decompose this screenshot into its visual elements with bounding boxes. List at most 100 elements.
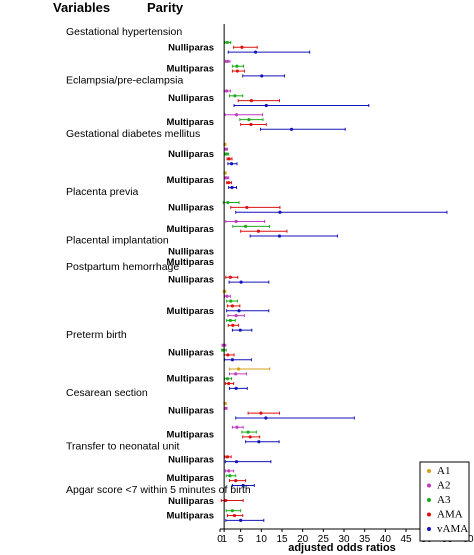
legend-marker xyxy=(427,483,431,488)
estimate-point xyxy=(225,89,229,93)
estimate-point xyxy=(235,69,239,73)
parity-label: Multiparas xyxy=(166,257,214,268)
estimate-point xyxy=(227,157,231,161)
parity-label: Multiparas xyxy=(166,175,214,186)
estimate-point xyxy=(234,460,239,464)
legend-label: vAMA xyxy=(437,523,468,535)
parity-label: Nulliparas xyxy=(168,202,214,213)
parity-label: Nulliparas xyxy=(168,42,214,53)
estimate-point xyxy=(227,469,231,473)
estimate-point xyxy=(226,353,230,357)
estimate-point xyxy=(226,200,230,205)
parity-label: Multiparas xyxy=(166,306,214,317)
parity-label: Multiparas xyxy=(166,64,214,75)
estimate-point xyxy=(244,224,248,228)
x-tick-label: 20 xyxy=(297,534,309,545)
estimate-point xyxy=(224,498,228,503)
parity-label: Nulliparas xyxy=(168,496,214,507)
outcome-label: Eclampsia/pre-eclampsia xyxy=(66,75,183,87)
estimate-point xyxy=(228,318,232,323)
parity-label: Nulliparas xyxy=(168,406,214,417)
outcome-label: Gestational diabetes mellitus xyxy=(66,128,200,140)
outcome-label: Apgar score <7 within 5 minutes of birth xyxy=(66,484,251,496)
outcome-label: Preterm birth xyxy=(66,329,127,341)
parity-label: Multiparas xyxy=(166,473,214,484)
parity-label: Multiparas xyxy=(166,117,214,128)
estimate-point xyxy=(235,64,239,68)
estimate-point xyxy=(230,358,234,362)
plot-rows: Gestational hypertension Nulliparas Multip… xyxy=(66,26,448,522)
x-tick-label: 15 xyxy=(276,534,288,545)
x-tick-label: 30 xyxy=(338,534,350,545)
legend-marker xyxy=(427,498,431,502)
estimate-point xyxy=(228,474,232,478)
variables-header: Variables xyxy=(53,0,110,15)
estimate-point xyxy=(225,377,230,381)
estimate-point xyxy=(278,210,282,214)
outcome-label: Gestational hypertension xyxy=(66,26,182,38)
legend-marker xyxy=(427,512,431,517)
outcome-label: Postpartum hemorrhage xyxy=(66,261,179,273)
estimate-point xyxy=(264,103,268,108)
parity-label: Nulliparas xyxy=(168,275,214,286)
estimate-point xyxy=(232,513,237,518)
x-tick-label: 45 xyxy=(400,534,412,545)
legend-marker xyxy=(427,527,431,531)
estimate-point xyxy=(234,219,238,224)
estimate-point xyxy=(227,381,231,386)
estimate-point xyxy=(238,328,242,332)
outcome-label: Transfer to neonatal unit xyxy=(66,440,180,452)
estimate-point xyxy=(247,117,251,122)
parity-label: Multiparas xyxy=(166,374,214,385)
outcome-label: Placental implantation xyxy=(66,235,169,247)
legend-marker xyxy=(427,469,431,473)
estimate-point xyxy=(264,416,268,420)
estimate-point xyxy=(259,411,263,415)
estimate-point xyxy=(225,294,229,298)
x-tick-label: 10 xyxy=(256,534,268,545)
estimate-point xyxy=(234,314,238,318)
estimate-point xyxy=(225,59,230,63)
estimate-point xyxy=(241,483,245,488)
estimate-point xyxy=(246,430,250,434)
x-tick-label: 35 xyxy=(359,534,371,545)
estimate-point xyxy=(237,367,241,371)
estimate-point xyxy=(248,435,252,439)
estimate-point xyxy=(260,74,264,78)
parity-label: Nulliparas xyxy=(168,454,214,465)
x-axis-label: adjusted odds ratios xyxy=(288,542,396,554)
estimate-point xyxy=(234,479,238,483)
x-tick-label: 25 xyxy=(318,534,330,545)
estimate-point xyxy=(277,234,282,238)
estimate-point xyxy=(225,40,230,45)
estimate-point xyxy=(228,275,232,279)
estimate-point xyxy=(253,50,258,54)
estimate-point xyxy=(231,323,235,327)
legend: A1 A2 A3 AMA vAMA xyxy=(419,461,470,542)
estimate-point xyxy=(229,162,234,166)
estimate-point xyxy=(245,205,249,210)
parity-label: Multiparas xyxy=(166,511,214,522)
estimate-point xyxy=(289,127,294,131)
estimate-point xyxy=(234,372,238,376)
x-tick-label: 0 xyxy=(217,534,223,545)
parity-label: Nulliparas xyxy=(168,149,214,160)
parity-label: Multiparas xyxy=(166,224,214,235)
estimate-point xyxy=(233,94,237,98)
estimate-point xyxy=(237,309,241,313)
legend-label: A3 xyxy=(437,494,451,506)
estimate-point xyxy=(240,45,244,49)
x-tick-label: 5 xyxy=(238,534,244,545)
estimate-point xyxy=(256,229,261,233)
estimate-point xyxy=(249,122,253,127)
legend-label: A1 xyxy=(437,465,450,477)
parity-label: Nulliparas xyxy=(168,347,214,358)
estimate-point xyxy=(234,386,238,391)
estimate-point xyxy=(230,509,234,513)
estimate-point xyxy=(230,304,234,308)
estimate-point xyxy=(224,147,228,151)
estimate-point xyxy=(225,152,229,156)
estimate-point xyxy=(229,299,233,303)
x-tick-label: 40 xyxy=(380,534,392,545)
